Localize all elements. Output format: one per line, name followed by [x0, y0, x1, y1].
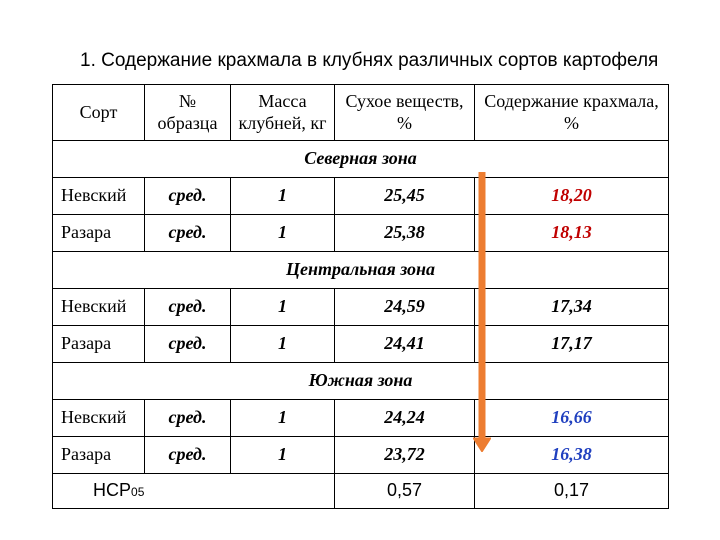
cell-starch: 16,66 — [475, 400, 669, 437]
table-row: Разара сред. 1 23,72 16,38 — [53, 437, 669, 474]
section-label: Центральная зона — [53, 252, 669, 289]
section-label-text: Северная зона — [53, 141, 669, 178]
table-row: Невский сред. 1 25,45 18,20 — [53, 178, 669, 215]
col-mass: Масса клубней, кг — [231, 85, 335, 141]
cell-dry: 24,59 — [335, 289, 475, 326]
section-label-text: Центральная зона — [53, 252, 669, 289]
footer-label: НСР05 — [53, 474, 335, 509]
cell-starch: 17,17 — [475, 326, 669, 363]
cell-mass: 1 — [231, 178, 335, 215]
cell-starch: 18,20 — [475, 178, 669, 215]
cell-mass: 1 — [231, 326, 335, 363]
cell-sample: сред. — [145, 289, 231, 326]
footer-starch: 0,17 — [475, 474, 669, 509]
page: 1. Содержание крахмала в клубнях различн… — [0, 0, 720, 540]
cell-mass: 1 — [231, 400, 335, 437]
cell-dry: 24,24 — [335, 400, 475, 437]
cell-sort: Невский — [53, 400, 145, 437]
col-sort: Сорт — [53, 85, 145, 141]
table-row: Невский сред. 1 24,24 16,66 — [53, 400, 669, 437]
section-label: Северная зона — [53, 141, 669, 178]
cell-sort: Невский — [53, 178, 145, 215]
cell-sort: Невский — [53, 289, 145, 326]
cell-starch: 16,38 — [475, 437, 669, 474]
footer-label-main: НСР — [93, 480, 131, 500]
col-sample: № образца — [145, 85, 231, 141]
cell-mass: 1 — [231, 437, 335, 474]
cell-sample: сред. — [145, 437, 231, 474]
cell-sort: Разара — [53, 437, 145, 474]
page-title: 1. Содержание крахмала в клубнях различн… — [80, 50, 680, 72]
cell-sort: Разара — [53, 215, 145, 252]
footer-row: НСР05 0,57 0,17 — [53, 474, 669, 509]
cell-starch: 18,13 — [475, 215, 669, 252]
section-label-text: Южная зона — [53, 363, 669, 400]
cell-sort: Разара — [53, 326, 145, 363]
footer-label-sub: 05 — [131, 485, 144, 499]
cell-dry: 24,41 — [335, 326, 475, 363]
cell-dry: 23,72 — [335, 437, 475, 474]
col-starch: Содержание крахмала, % — [475, 85, 669, 141]
col-dry: Сухое веществ, % — [335, 85, 475, 141]
footer-dry: 0,57 — [335, 474, 475, 509]
cell-dry: 25,38 — [335, 215, 475, 252]
header-row: Сорт № образца Масса клубней, кг Сухое в… — [53, 85, 669, 141]
cell-dry: 25,45 — [335, 178, 475, 215]
cell-starch: 17,34 — [475, 289, 669, 326]
section-label: Южная зона — [53, 363, 669, 400]
cell-sample: сред. — [145, 178, 231, 215]
table-row: Невский сред. 1 24,59 17,34 — [53, 289, 669, 326]
cell-sample: сред. — [145, 326, 231, 363]
cell-sample: сред. — [145, 400, 231, 437]
table-row: Разара сред. 1 25,38 18,13 — [53, 215, 669, 252]
cell-mass: 1 — [231, 215, 335, 252]
table-row: Разара сред. 1 24,41 17,17 — [53, 326, 669, 363]
starch-table: Сорт № образца Масса клубней, кг Сухое в… — [52, 84, 669, 509]
cell-sample: сред. — [145, 215, 231, 252]
cell-mass: 1 — [231, 289, 335, 326]
